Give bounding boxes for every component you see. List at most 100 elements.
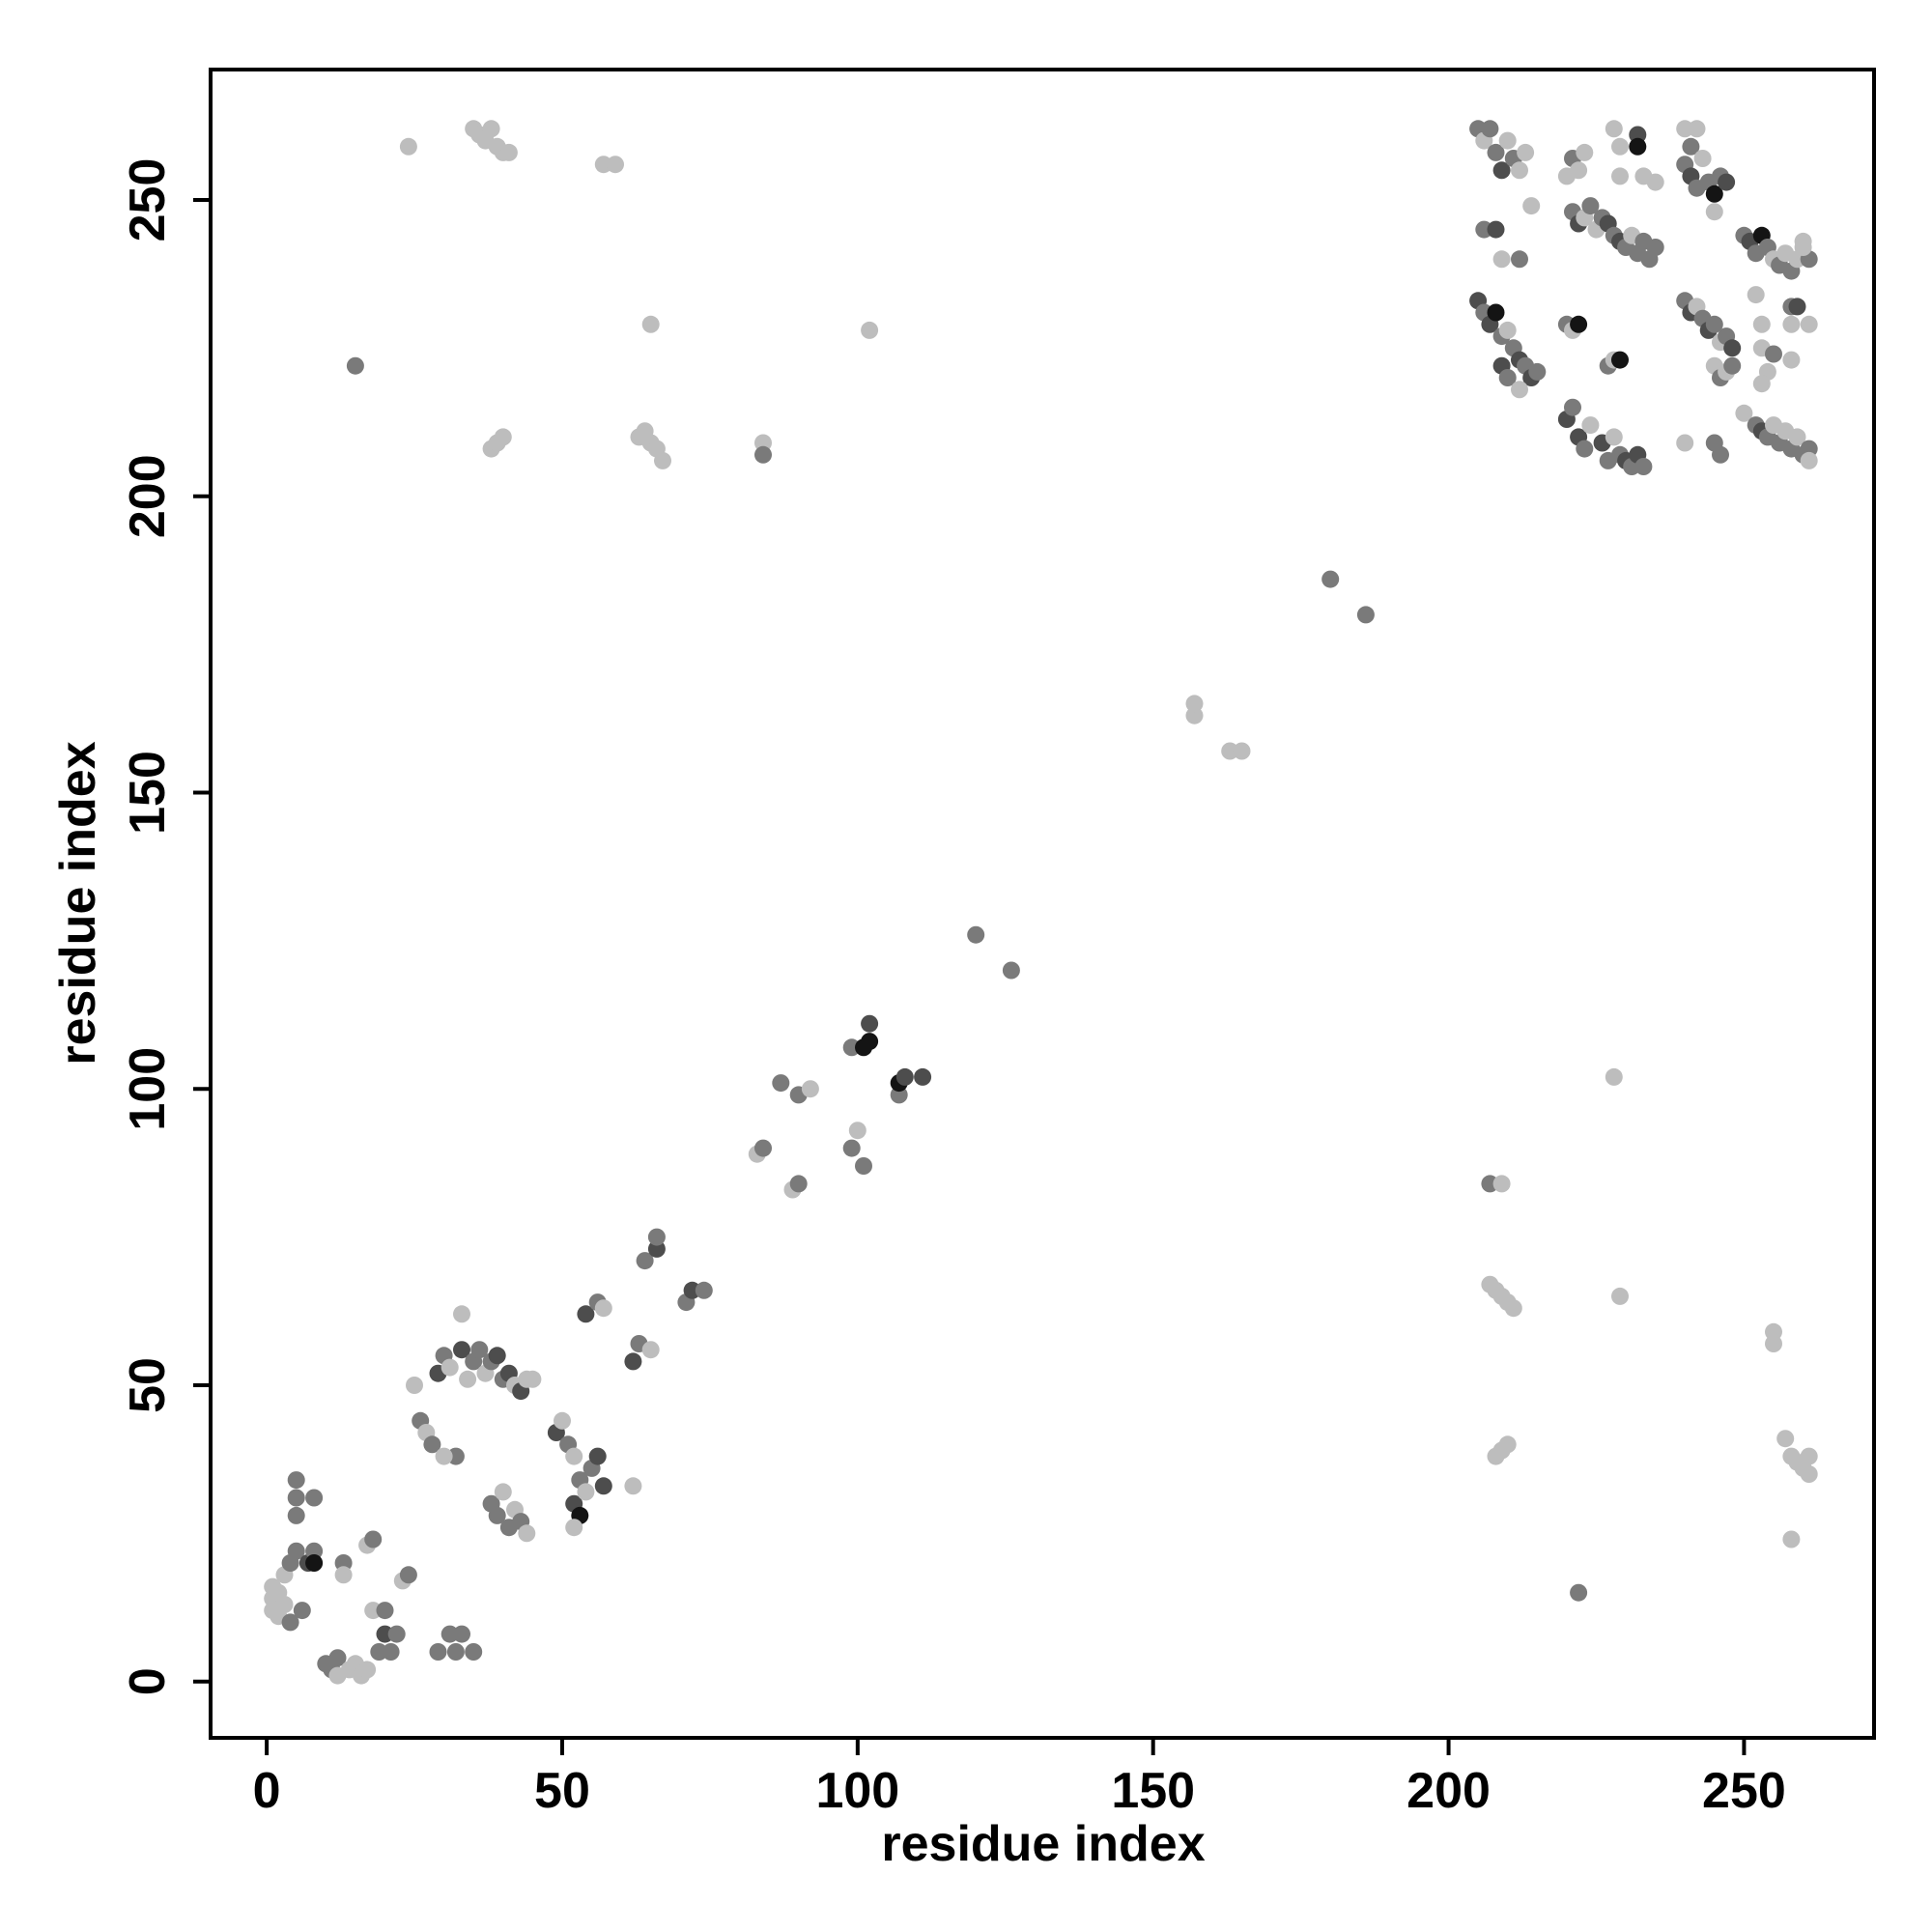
data-point xyxy=(861,1033,879,1051)
data-point xyxy=(577,1305,595,1323)
data-point xyxy=(1788,428,1806,446)
data-point xyxy=(1511,161,1528,180)
data-point xyxy=(281,1613,299,1632)
x-tick-label: 200 xyxy=(1406,1763,1491,1819)
x-axis-label: residue index xyxy=(881,1816,1205,1872)
data-point xyxy=(624,1352,642,1371)
data-point xyxy=(488,1506,506,1524)
data-point xyxy=(1800,1465,1818,1483)
data-point xyxy=(287,1471,305,1490)
data-point xyxy=(1782,1530,1801,1548)
data-point xyxy=(275,1596,294,1613)
data-point xyxy=(647,1239,666,1258)
data-point xyxy=(1611,137,1629,156)
data-point xyxy=(1646,173,1664,191)
data-point xyxy=(1718,173,1736,191)
data-point xyxy=(1498,131,1517,150)
data-point xyxy=(459,1370,477,1388)
data-point xyxy=(1800,451,1818,469)
data-point xyxy=(1688,120,1706,138)
data-point xyxy=(801,1080,819,1098)
data-point xyxy=(636,1252,654,1270)
data-point xyxy=(861,1014,879,1033)
data-point xyxy=(1776,1430,1795,1448)
data-point xyxy=(370,1643,388,1661)
data-point xyxy=(334,1554,353,1572)
data-point xyxy=(1576,143,1594,161)
data-point xyxy=(435,1447,453,1465)
data-point xyxy=(287,1506,305,1524)
data-point xyxy=(1735,404,1753,422)
x-axis: 0 50 100 150 200 250 xyxy=(253,1738,1786,1819)
data-point xyxy=(1693,150,1712,167)
data-point xyxy=(1705,315,1723,333)
x-tick-label: 50 xyxy=(534,1763,590,1819)
data-point xyxy=(328,1649,347,1667)
data-point xyxy=(1611,1287,1629,1305)
data-point xyxy=(440,1358,459,1377)
data-point xyxy=(1676,120,1694,138)
data-point xyxy=(1782,315,1801,333)
data-point xyxy=(1629,137,1647,156)
data-point xyxy=(1321,570,1340,588)
data-point xyxy=(1570,315,1588,333)
data-point xyxy=(287,1542,305,1560)
data-point xyxy=(754,1139,772,1157)
data-point xyxy=(429,1643,447,1661)
data-point xyxy=(1634,458,1653,475)
data-point xyxy=(382,1643,400,1661)
data-point xyxy=(594,1477,612,1495)
data-point xyxy=(1800,315,1818,333)
data-point xyxy=(577,1483,595,1501)
data-point xyxy=(423,1435,441,1454)
plot-frame xyxy=(209,68,1876,1740)
data-point xyxy=(772,1074,790,1093)
y-axis-label: residue index xyxy=(50,741,106,1065)
data-point xyxy=(1492,250,1511,269)
data-point xyxy=(1605,428,1623,446)
x-tick-label: 0 xyxy=(253,1763,281,1819)
data-point xyxy=(1487,143,1505,161)
data-point xyxy=(1629,126,1647,144)
y-tick-label: 250 xyxy=(120,158,176,242)
data-point xyxy=(565,1519,583,1537)
data-point xyxy=(1646,239,1664,256)
data-point xyxy=(1511,381,1528,399)
y-tick-label: 150 xyxy=(120,751,176,835)
data-point xyxy=(895,1067,914,1086)
data-point xyxy=(914,1067,932,1086)
data-point xyxy=(1492,161,1511,180)
data-point xyxy=(470,1341,489,1359)
data-point xyxy=(1605,1067,1623,1086)
data-point xyxy=(1765,345,1782,363)
data-point xyxy=(967,925,985,944)
x-tick-label: 150 xyxy=(1111,1763,1195,1819)
data-point xyxy=(1517,143,1535,161)
x-tick-label: 100 xyxy=(815,1763,899,1819)
data-point xyxy=(624,1477,642,1495)
data-point xyxy=(1712,445,1729,464)
data-point xyxy=(1705,203,1723,221)
data-point xyxy=(399,1566,417,1584)
data-point xyxy=(1605,120,1623,138)
data-point xyxy=(399,137,417,156)
data-point xyxy=(1747,286,1765,304)
data-point xyxy=(1487,220,1505,239)
data-point xyxy=(453,1305,470,1323)
data-point xyxy=(334,1566,353,1584)
data-point xyxy=(1581,197,1600,215)
data-point xyxy=(1765,1335,1782,1352)
data-point xyxy=(488,1347,506,1365)
y-axis: 0 50 100 150 200 250 xyxy=(120,158,211,1695)
data-point xyxy=(499,143,518,161)
data-point xyxy=(376,1602,394,1620)
data-point xyxy=(1564,398,1581,416)
data-point xyxy=(406,1377,423,1394)
data-point xyxy=(1528,362,1547,381)
data-point xyxy=(1705,185,1723,203)
data-point xyxy=(1788,298,1806,316)
data-point xyxy=(1185,695,1204,713)
data-point xyxy=(1800,1447,1818,1465)
data-point xyxy=(1498,369,1517,386)
